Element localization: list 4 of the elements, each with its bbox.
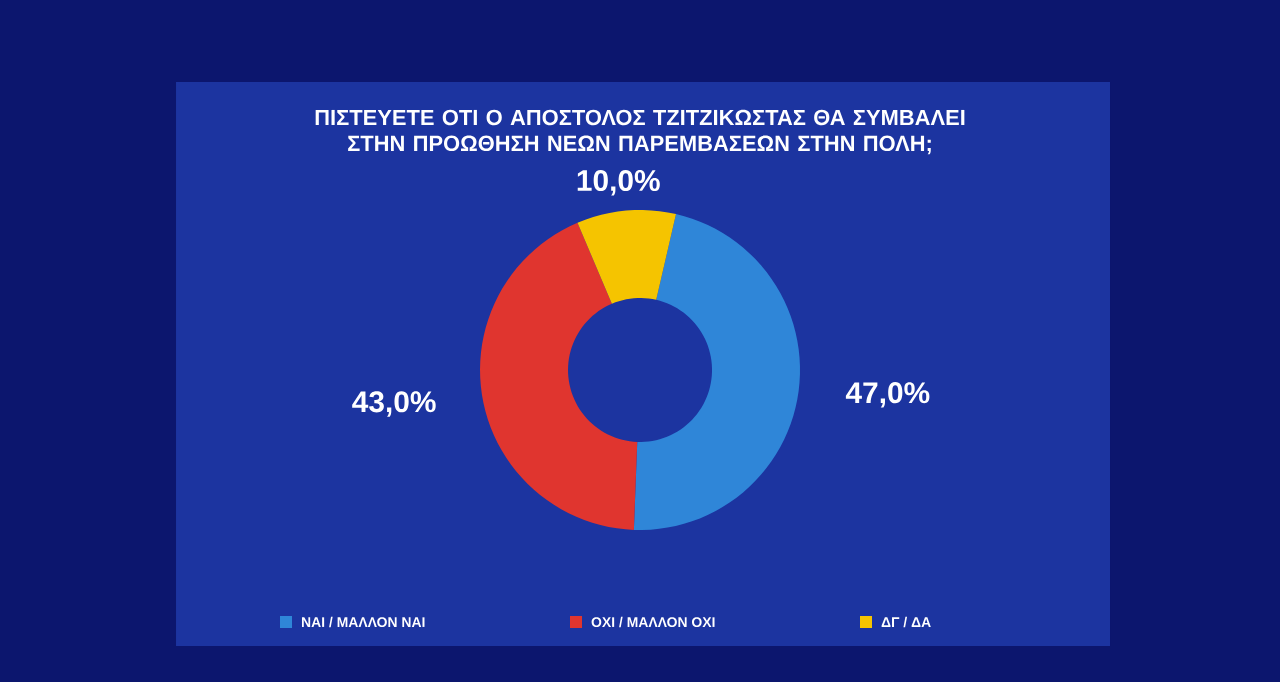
data-label: 47,0% — [845, 382, 930, 408]
chart-title: ΠΙΣΤΕΥΕΤΕ ΟΤΙ Ο ΑΠΟΣΤΟΛΟΣ ΤΖΙΤΖΙΚΩΣΤΑΣ ΘΑ ΣΥΜΒΑΛΕΙ ΣΤΗΝ ΠΡΟΩΘΗΣΗ ΝΕΩΝ ΠΑΡΕΜΒΑΣΕΩΝ ΣΤΗΝ ΠΟΛΗ; — [315, 109, 965, 155]
data-label: 43,0% — [352, 391, 436, 417]
data-label: 10,0% — [577, 169, 660, 196]
